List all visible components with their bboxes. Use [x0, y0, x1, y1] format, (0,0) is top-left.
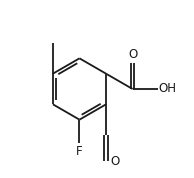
Text: F: F — [76, 145, 83, 158]
Text: OH: OH — [159, 82, 177, 96]
Text: O: O — [110, 155, 120, 168]
Text: O: O — [128, 48, 137, 61]
